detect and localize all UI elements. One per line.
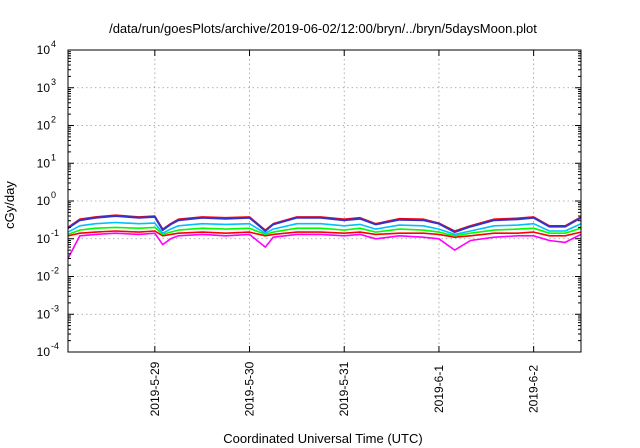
chart-title: /data/run/goesPlots/archive/2019-06-02/1… — [109, 21, 537, 36]
x-tick-label: 2019-5-29 — [148, 361, 162, 416]
x-tick-label: 2019-5-30 — [243, 361, 257, 416]
y-tick-exponent: 1 — [51, 152, 56, 162]
y-tick-label: 10 — [37, 119, 51, 133]
y-tick-label: 10 — [37, 270, 51, 284]
y-tick-label: 10 — [37, 81, 51, 95]
x-axis: 2019-5-29 2019-5-30 2019-5-31 2019-6-1 2019-… — [148, 50, 541, 416]
x-tick-label: 2019-6-2 — [527, 365, 541, 413]
y-tick-exponent: 0 — [51, 190, 56, 200]
y-tick-label: 10 — [37, 194, 51, 208]
y-tick-label: 10 — [37, 156, 51, 170]
x-tick-label: 2019-6-1 — [432, 365, 446, 413]
series-line-2 — [68, 230, 581, 238]
y-tick-exponent: -3 — [51, 303, 59, 313]
y-tick-label: 10 — [37, 345, 51, 359]
y-tick-exponent: -4 — [51, 341, 59, 351]
y-tick-exponent: -1 — [51, 228, 59, 238]
y-axis-label: cGy/day — [2, 181, 17, 229]
series-line-4 — [68, 221, 581, 236]
y-tick-exponent: -2 — [51, 266, 59, 276]
series-line-6 — [68, 215, 581, 234]
series-line-1 — [68, 232, 581, 259]
series-line-3 — [68, 226, 581, 237]
y-tick-exponent: 3 — [51, 77, 56, 87]
y-tick-label: 10 — [37, 43, 51, 57]
y-tick-label: 10 — [37, 232, 51, 246]
y-tick-exponent: 4 — [51, 39, 56, 49]
y-tick-exponent: 2 — [51, 115, 56, 125]
x-axis-label: Coordinated Universal Time (UTC) — [223, 431, 422, 446]
y-tick-label: 10 — [37, 307, 51, 321]
series-group — [68, 214, 581, 259]
x-tick-label: 2019-5-31 — [337, 361, 351, 416]
grid — [68, 50, 581, 352]
